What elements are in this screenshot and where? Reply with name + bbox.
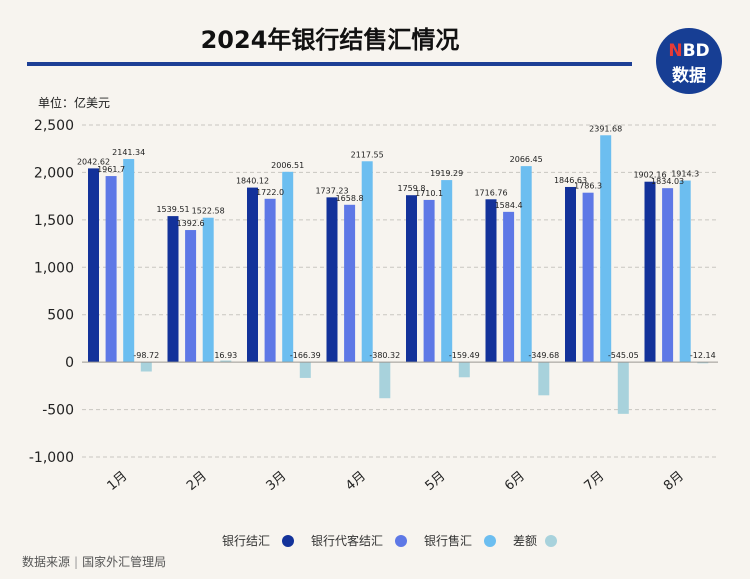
data-label: -380.32 xyxy=(369,351,400,360)
data-label: -349.68 xyxy=(528,351,559,360)
data-label: 1522.58 xyxy=(192,207,225,216)
bar-1 xyxy=(167,216,179,363)
data-label: 1722.0 xyxy=(256,188,284,197)
data-label: 1786.3 xyxy=(574,182,602,191)
x-tick-label: 2月 xyxy=(184,469,210,494)
bar-4 xyxy=(299,362,311,378)
y-tick-label: -500 xyxy=(42,403,74,419)
data-label: 1919.29 xyxy=(430,169,463,178)
bar-4 xyxy=(697,362,709,364)
legend-marker xyxy=(282,535,294,547)
legend-label: 银行售汇 xyxy=(424,533,472,548)
data-label: 16.93 xyxy=(214,351,237,360)
data-label: -98.72 xyxy=(133,351,159,360)
logo-text-top: NBD xyxy=(668,41,710,61)
data-label: 2117.55 xyxy=(351,150,384,159)
data-label: 1902.16 xyxy=(633,171,666,180)
x-tick-label: 8月 xyxy=(661,469,687,494)
legend-label: 银行代客结汇 xyxy=(311,533,383,548)
bar-2 xyxy=(503,211,515,363)
data-label: 1846.63 xyxy=(554,176,587,185)
x-tick-label: 4月 xyxy=(343,469,369,494)
bar-3 xyxy=(520,166,532,363)
data-source: 数据来源 | 国家外汇管理局 xyxy=(22,555,167,569)
data-label: 2141.34 xyxy=(112,148,145,157)
x-tick-label: 3月 xyxy=(264,469,290,494)
logo-text-bottom: 数据 xyxy=(672,66,706,86)
data-label: 1710.1 xyxy=(415,189,443,198)
y-tick-label: 1,500 xyxy=(34,213,74,229)
data-label: 2006.51 xyxy=(271,161,304,170)
data-label: -12.14 xyxy=(690,351,716,360)
bar-2 xyxy=(423,199,435,363)
bar-4 xyxy=(538,362,550,396)
legend-marker xyxy=(545,535,557,547)
data-label: 1961.7 xyxy=(97,165,125,174)
bar-2 xyxy=(344,204,356,363)
legend-label: 差额 xyxy=(513,534,537,548)
data-label: -545.05 xyxy=(608,351,639,360)
data-label: 1914.3 xyxy=(671,170,699,179)
bar-3 xyxy=(679,180,691,363)
bar-4 xyxy=(458,362,470,378)
bar-3 xyxy=(282,171,294,363)
bar-3 xyxy=(361,161,373,363)
title-underline xyxy=(27,62,632,66)
y-tick-label: 500 xyxy=(47,308,74,324)
x-tick-label: 6月 xyxy=(502,469,528,494)
bar-1 xyxy=(247,187,258,363)
data-label: 1539.51 xyxy=(156,205,189,214)
bar-1 xyxy=(326,197,338,363)
data-label: 1759.8 xyxy=(398,184,426,193)
x-tick-label: 5月 xyxy=(423,469,449,494)
bar-2 xyxy=(662,188,674,363)
bar-1 xyxy=(565,186,576,363)
bar-2 xyxy=(185,230,197,363)
data-label: 1584.4 xyxy=(495,201,523,210)
bar-3 xyxy=(600,135,612,363)
bar-1 xyxy=(406,195,417,363)
bar-4 xyxy=(220,360,232,363)
x-tick-label: 1月 xyxy=(105,469,131,494)
data-label: 1840.12 xyxy=(236,177,269,186)
y-tick-label: 0 xyxy=(65,355,74,371)
data-label: -166.39 xyxy=(290,351,321,360)
y-tick-label: -1,000 xyxy=(29,450,74,466)
data-label: 2066.45 xyxy=(510,155,543,164)
chart-title: 2024年银行结售汇情况 xyxy=(200,26,460,54)
bar-2 xyxy=(582,192,594,363)
x-tick-label: 7月 xyxy=(582,469,608,494)
bar-4 xyxy=(140,362,152,372)
data-label: 1658.8 xyxy=(336,194,364,203)
legend-marker xyxy=(484,535,496,547)
legend-label: 银行结汇 xyxy=(222,534,270,548)
unit-label: 单位：亿美元 xyxy=(38,96,111,110)
bar-3 xyxy=(202,217,214,363)
y-tick-label: 1,000 xyxy=(34,260,74,276)
data-label: 2391.68 xyxy=(589,124,622,133)
legend-marker xyxy=(395,535,407,547)
data-label: 1737.23 xyxy=(315,186,348,195)
data-label: 1716.76 xyxy=(474,188,507,197)
bar-1 xyxy=(88,168,99,363)
bar-1 xyxy=(644,181,656,363)
bar-2 xyxy=(264,198,276,363)
bar-3 xyxy=(441,180,453,363)
bar-4 xyxy=(379,362,391,399)
bar-3 xyxy=(123,159,135,363)
bar-2 xyxy=(105,176,117,363)
data-label: -159.49 xyxy=(449,351,480,360)
data-label: 1392.6 xyxy=(177,219,205,228)
bar-4 xyxy=(617,362,629,414)
y-tick-label: 2,500 xyxy=(34,118,74,134)
data-label: 2042.62 xyxy=(77,157,110,166)
data-label: 1834.03 xyxy=(651,177,684,186)
nbd-logo: NBD 数据 xyxy=(656,28,722,94)
y-tick-label: 2,000 xyxy=(34,165,74,181)
bar-1 xyxy=(485,199,497,363)
